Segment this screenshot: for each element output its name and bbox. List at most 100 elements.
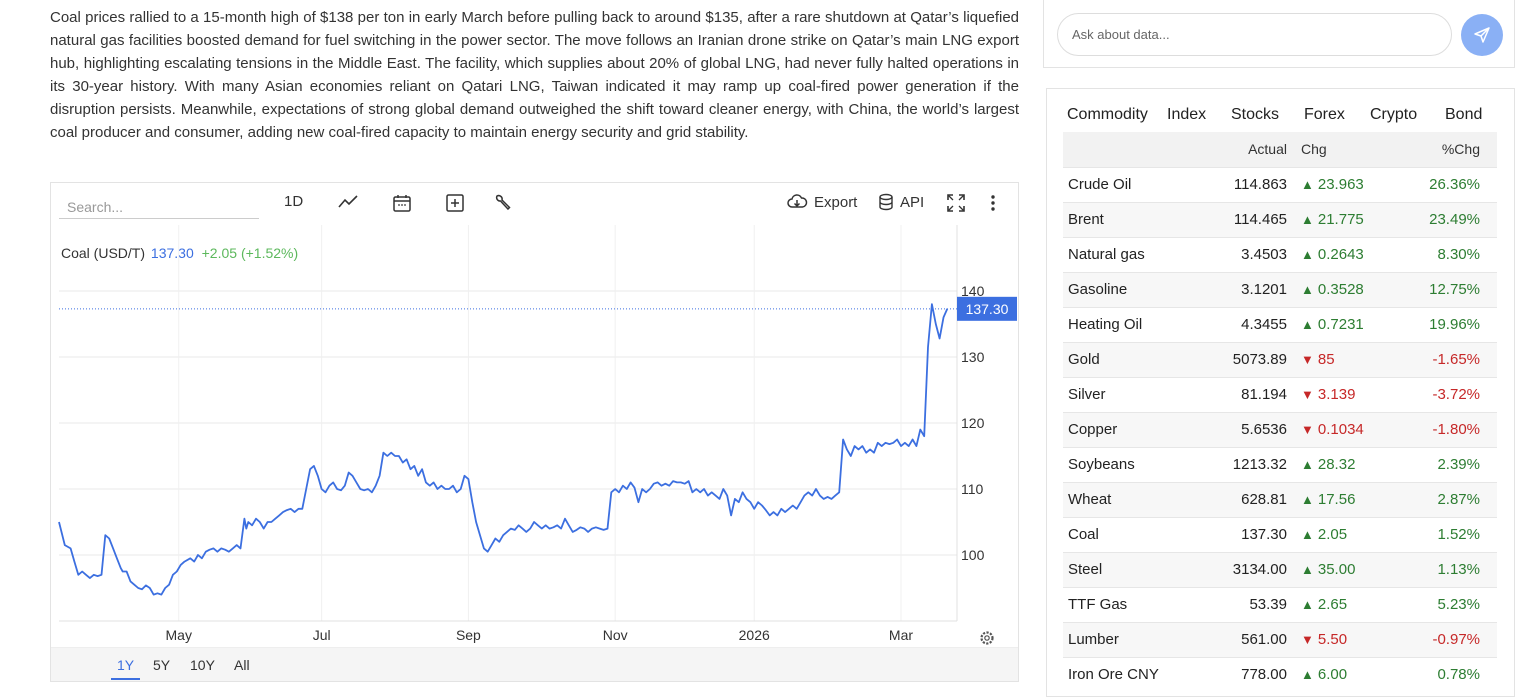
percent-change: -0.97% [1405, 621, 1497, 657]
actual-value: 3.4503 [1203, 236, 1295, 272]
ask-input[interactable] [1057, 13, 1452, 56]
table-row[interactable]: Silver 81.194 ▼ 3.139 -3.72% [1063, 376, 1497, 412]
chart-legend: Coal (USD/T) 137.30 +2.05 (+1.52%) [61, 245, 298, 261]
header-pct-chg: %Chg [1405, 132, 1497, 167]
table-row[interactable]: Soybeans 1213.32 ▲ 28.32 2.39% [1063, 446, 1497, 482]
table-row[interactable]: Natural gas 3.4503 ▲ 0.2643 8.30% [1063, 236, 1497, 272]
wrench-icon[interactable] [493, 193, 513, 213]
commodity-name: Wheat [1063, 481, 1203, 517]
actual-value: 5073.89 [1203, 341, 1295, 377]
table-row[interactable]: Heating Oil 4.3455 ▲ 0.7231 19.96% [1063, 306, 1497, 342]
change-value: ▼ 85 [1295, 341, 1405, 377]
percent-change: 8.30% [1405, 236, 1497, 272]
tab-crypto[interactable]: Crypto [1370, 106, 1418, 123]
commodity-name: TTF Gas [1063, 586, 1203, 622]
api-label: API [900, 193, 925, 211]
y-tick-label: 140 [961, 283, 985, 299]
commodity-name: Heating Oil [1063, 306, 1203, 342]
change-amount: 28.32 [1317, 456, 1356, 473]
table-row[interactable]: Steel 3134.00 ▲ 35.00 1.13% [1063, 551, 1497, 587]
percent-change: 2.87% [1405, 481, 1497, 517]
x-tick-label: Mar [889, 627, 913, 643]
commodity-name: Lumber [1063, 621, 1203, 657]
up-arrow-icon: ▲ [1301, 317, 1314, 332]
up-arrow-icon: ▲ [1301, 457, 1314, 472]
export-button[interactable]: Export [786, 193, 857, 211]
range-5y-button[interactable]: 5Y [153, 657, 171, 673]
range-all-button[interactable]: All [234, 657, 250, 673]
commodity-name: Silver [1063, 376, 1203, 412]
change-value: ▼ 3.139 [1295, 376, 1405, 412]
table-row[interactable]: Lumber 561.00 ▼ 5.50 -0.97% [1063, 621, 1497, 657]
interval-button[interactable]: 1D [284, 193, 304, 210]
commodity-name: Coal [1063, 516, 1203, 552]
table-row[interactable]: Brent 114.465 ▲ 21.775 23.49% [1063, 201, 1497, 237]
table-row[interactable]: Gasoline 3.1201 ▲ 0.3528 12.75% [1063, 271, 1497, 307]
market-panel: Commodity Index Stocks Forex Crypto Bond… [1046, 88, 1515, 697]
change-amount: 17.56 [1317, 491, 1356, 508]
change-amount: 35.00 [1317, 561, 1356, 578]
table-row[interactable]: Wheat 628.81 ▲ 17.56 2.87% [1063, 481, 1497, 517]
change-value: ▼ 0.1034 [1295, 411, 1405, 447]
up-arrow-icon: ▲ [1301, 177, 1314, 192]
api-button[interactable]: API [878, 193, 924, 211]
change-value: ▲ 17.56 [1295, 481, 1405, 517]
more-options-icon[interactable] [987, 193, 999, 213]
up-arrow-icon: ▲ [1301, 667, 1314, 683]
table-row[interactable]: Gold 5073.89 ▼ 85 -1.65% [1063, 341, 1497, 377]
table-row[interactable]: Copper 5.6536 ▼ 0.1034 -1.80% [1063, 411, 1497, 447]
range-1y-button[interactable]: 1Y [111, 657, 141, 680]
table-row[interactable]: Iron Ore CNY 778.00 ▲ 6.00 0.78% [1063, 656, 1497, 692]
change-value: ▲ 6.00 [1295, 656, 1405, 692]
percent-change: 23.49% [1405, 201, 1497, 237]
y-tick-label: 110 [961, 481, 984, 497]
tab-index[interactable]: Index [1167, 106, 1207, 123]
up-arrow-icon: ▲ [1301, 212, 1314, 227]
commodity-name: Copper [1063, 411, 1203, 447]
change-amount: 2.05 [1317, 526, 1348, 543]
range-10y-button[interactable]: 10Y [190, 657, 215, 673]
legend-last-value: 137.30 [150, 245, 194, 261]
up-arrow-icon: ▲ [1301, 492, 1314, 507]
change-amount: 5.50 [1317, 631, 1348, 648]
x-tick-label: Nov [603, 627, 628, 643]
send-button[interactable] [1461, 14, 1503, 56]
table-row[interactable]: TTF Gas 53.39 ▲ 2.65 5.23% [1063, 586, 1497, 622]
fullscreen-icon[interactable] [946, 193, 966, 213]
tab-commodity[interactable]: Commodity [1067, 106, 1148, 135]
chart-search-input[interactable] [59, 195, 259, 219]
y-tick-label: 100 [961, 547, 985, 563]
table-row[interactable]: Crude Oil 114.863 ▲ 23.963 26.36% [1063, 166, 1497, 202]
actual-value: 114.465 [1203, 201, 1295, 237]
actual-value: 81.194 [1203, 376, 1295, 412]
line-style-icon[interactable] [337, 193, 359, 211]
change-value: ▼ 5.50 [1295, 621, 1405, 657]
cloud-download-icon [787, 194, 808, 208]
legend-change: +2.05 (+1.52%) [201, 245, 299, 261]
tab-bond[interactable]: Bond [1445, 106, 1483, 123]
tab-stocks[interactable]: Stocks [1231, 106, 1280, 123]
change-value: ▲ 21.775 [1295, 201, 1405, 237]
range-selector: 1Y 5Y 10Y All [51, 647, 1018, 681]
change-amount: 23.963 [1317, 176, 1364, 193]
add-indicator-icon[interactable] [445, 193, 465, 213]
calendar-icon[interactable] [392, 193, 412, 213]
change-amount: 6.00 [1317, 666, 1348, 684]
database-icon [879, 193, 893, 211]
change-value: ▲ 0.3528 [1295, 271, 1405, 307]
commodity-name: Gasoline [1063, 271, 1203, 307]
last-price-label: 137.30 [966, 301, 1009, 317]
table-row[interactable]: Coal 137.30 ▲ 2.05 1.52% [1063, 516, 1497, 552]
settings-gear-icon[interactable] [980, 631, 994, 645]
price-series-line [58, 303, 949, 596]
up-arrow-icon: ▲ [1301, 597, 1314, 612]
tab-forex[interactable]: Forex [1304, 106, 1345, 123]
legend-series-name: Coal (USD/T) [61, 245, 146, 261]
actual-value: 3.1201 [1203, 271, 1295, 307]
price-line-chart[interactable]: 100 110 120 130 140 May Jul Sep Nov 2026 Mar 137.30 [51, 225, 1018, 645]
actual-value: 561.00 [1203, 621, 1295, 657]
actual-value: 114.863 [1203, 166, 1295, 202]
percent-change: 5.23% [1405, 586, 1497, 622]
commodity-name: Iron Ore CNY [1063, 656, 1203, 692]
actual-value: 5.6536 [1203, 411, 1295, 447]
